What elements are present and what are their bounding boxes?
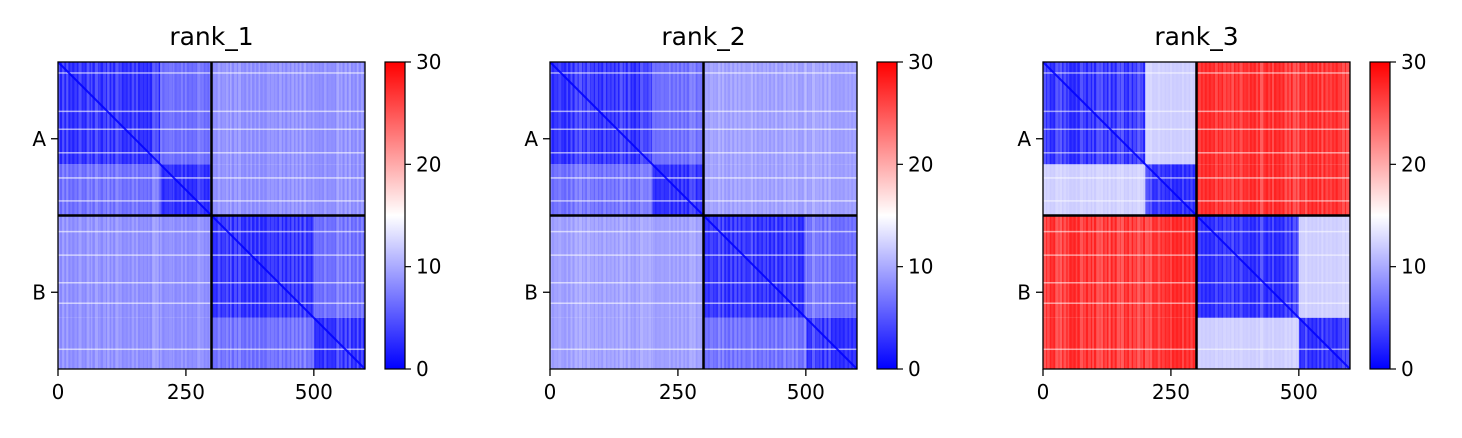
colorbar-tick-label: 30	[1401, 50, 1426, 74]
heatmap-block	[652, 215, 704, 318]
x-tick-label: 0	[1037, 380, 1050, 404]
colorbar-tick-label: 10	[1401, 255, 1426, 279]
heatmap-block	[313, 164, 365, 216]
y-tick-label: B	[524, 280, 538, 304]
heatmap-block	[1043, 164, 1146, 216]
heatmap-block	[313, 215, 365, 318]
plot-frame	[1042, 61, 1351, 370]
colorbar-bar	[1369, 61, 1391, 370]
heatmap-block	[58, 215, 161, 318]
x-tick-label: 500	[1280, 380, 1318, 404]
y-tick-label: B	[1017, 280, 1031, 304]
colorbar: 0 10 20 30	[1369, 50, 1426, 381]
plot-frame	[57, 61, 366, 370]
heatmap-block	[1145, 317, 1197, 369]
heatmap-block	[160, 62, 212, 165]
colorbar-tick-label: 30	[416, 50, 441, 74]
colorbar-tick-label: 10	[908, 255, 933, 279]
x-tick-label: 250	[659, 380, 697, 404]
heatmap-block	[1298, 215, 1350, 318]
colorbar-tick-label: 0	[908, 357, 921, 381]
heatmap-block	[703, 164, 806, 216]
heatmap-block	[1145, 62, 1197, 165]
heatmap-block	[1298, 164, 1350, 216]
y-tick-label: A	[1017, 127, 1031, 151]
panel-title: rank_2	[661, 22, 745, 51]
heatmap-block	[805, 62, 857, 165]
heatmap-block	[550, 215, 653, 318]
heatmap-block	[1043, 317, 1146, 369]
panel-title: rank_3	[1154, 22, 1238, 51]
heatmap-panel-3: rank_3 0 250 500 A B 0 10 20 30	[1017, 22, 1426, 404]
heatmap-cells	[1043, 62, 1350, 369]
heatmap-block	[211, 164, 314, 216]
heatmap-block	[211, 62, 314, 165]
heatmap-block	[1196, 62, 1299, 165]
heatmap-block	[550, 164, 653, 216]
x-tick-label: 500	[295, 380, 333, 404]
heatmap-block	[1043, 215, 1146, 318]
panel-title: rank_1	[169, 22, 253, 51]
heatmap-block	[652, 317, 704, 369]
y-tick-label: B	[32, 280, 46, 304]
heatmap-block	[703, 317, 806, 369]
x-tick-label: 0	[52, 380, 65, 404]
colorbar: 0 10 20 30	[384, 50, 441, 381]
heatmap-panel-2: rank_2 0 250 500 A B 0 10 20 30	[524, 22, 933, 404]
colorbar-bar	[876, 61, 898, 370]
heatmap-block	[703, 62, 806, 165]
plot-frame	[549, 61, 858, 370]
heatmap-block	[652, 62, 704, 165]
colorbar-tick-label: 20	[416, 152, 441, 176]
heatmap-block	[160, 317, 212, 369]
heatmap-block	[805, 215, 857, 318]
heatmap-block	[1196, 317, 1299, 369]
heatmap-block	[1196, 164, 1299, 216]
x-tick-label: 250	[1152, 380, 1190, 404]
x-tick-label: 500	[787, 380, 825, 404]
heatmap-block	[58, 164, 161, 216]
colorbar-tick-label: 0	[416, 357, 429, 381]
y-tick-label: A	[32, 127, 46, 151]
colorbar-tick-label: 0	[1401, 357, 1414, 381]
heatmap-block	[550, 317, 653, 369]
heatmap-cells	[58, 62, 365, 369]
colorbar-tick-label: 20	[1401, 152, 1426, 176]
heatmap-block	[160, 215, 212, 318]
y-tick-label: A	[524, 127, 538, 151]
x-tick-label: 0	[544, 380, 557, 404]
colorbar-tick-label: 10	[416, 255, 441, 279]
heatmap-block	[1298, 62, 1350, 165]
colorbar-bar	[384, 61, 406, 370]
heatmap-block	[58, 317, 161, 369]
heatmap-block	[1145, 215, 1197, 318]
heatmap-block	[313, 62, 365, 165]
heatmap-block	[211, 317, 314, 369]
colorbar-tick-label: 30	[908, 50, 933, 74]
heatmap-block	[805, 164, 857, 216]
x-tick-label: 250	[167, 380, 205, 404]
colorbar: 0 10 20 30	[876, 50, 933, 381]
heatmap-panel-1: rank_1 0 250 500 A B 0 10 20 30	[32, 22, 441, 404]
colorbar-tick-label: 20	[908, 152, 933, 176]
